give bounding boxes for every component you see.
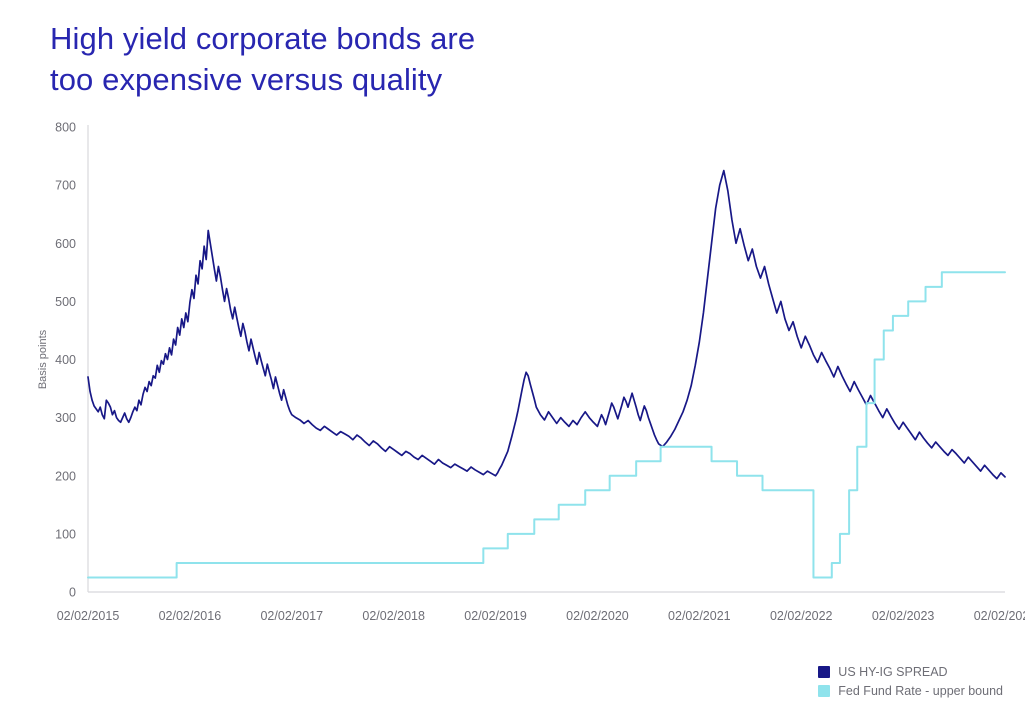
y-tick-label: 300 [55, 411, 76, 425]
x-tick-label: 02/02/2020 [566, 609, 629, 623]
y-tick-label: 800 [55, 121, 76, 135]
x-tick-label: 02/02/2018 [362, 609, 425, 623]
x-tick-label: 02/02/2016 [159, 609, 222, 623]
chart-series [87, 169, 1006, 579]
y-tick-label: 100 [55, 527, 76, 541]
legend-label-spread: US HY-IG SPREAD [838, 665, 948, 679]
x-tick-label: 02/02/2022 [770, 609, 833, 623]
page-title: High yield corporate bonds are too expen… [50, 21, 476, 97]
x-tick-label: 02/02/2023 [872, 609, 935, 623]
y-tick-label: 400 [55, 353, 76, 367]
y-tick-label: 200 [55, 469, 76, 483]
series-line-fed-fund-rate [87, 271, 1006, 579]
legend-swatch-fedfunds [818, 685, 831, 697]
x-tick-label: 02/02/2021 [668, 609, 731, 623]
x-tick-label: 02/02/2019 [464, 609, 527, 623]
legend-label-fedfunds: Fed Fund Rate - upper bound [838, 684, 1003, 698]
y-tick-label: 500 [55, 295, 76, 309]
x-tick-label: 02/02/2024 [974, 609, 1025, 623]
y-axis-label: Basis points [37, 329, 49, 389]
y-tick-label: 600 [55, 237, 76, 251]
y-tick-label: 0 [69, 586, 76, 600]
legend-swatch-spread [818, 666, 831, 678]
chart-axes: 0 100 200 300 400 500 600 700 800 Basis points 02/… [37, 121, 1025, 624]
x-tick-label: 02/02/2017 [260, 609, 323, 623]
x-tick-label: 02/02/2015 [57, 609, 120, 623]
y-tick-label: 700 [55, 179, 76, 193]
chart-legend: US HY-IG SPREAD Fed Fund Rate - upper bo… [818, 665, 1003, 698]
legend-item-fedfunds[interactable]: Fed Fund Rate - upper bound [818, 684, 1003, 698]
series-line-us-hy-ig-spread [87, 169, 1006, 480]
legend-item-spread[interactable]: US HY-IG SPREAD [818, 665, 948, 679]
